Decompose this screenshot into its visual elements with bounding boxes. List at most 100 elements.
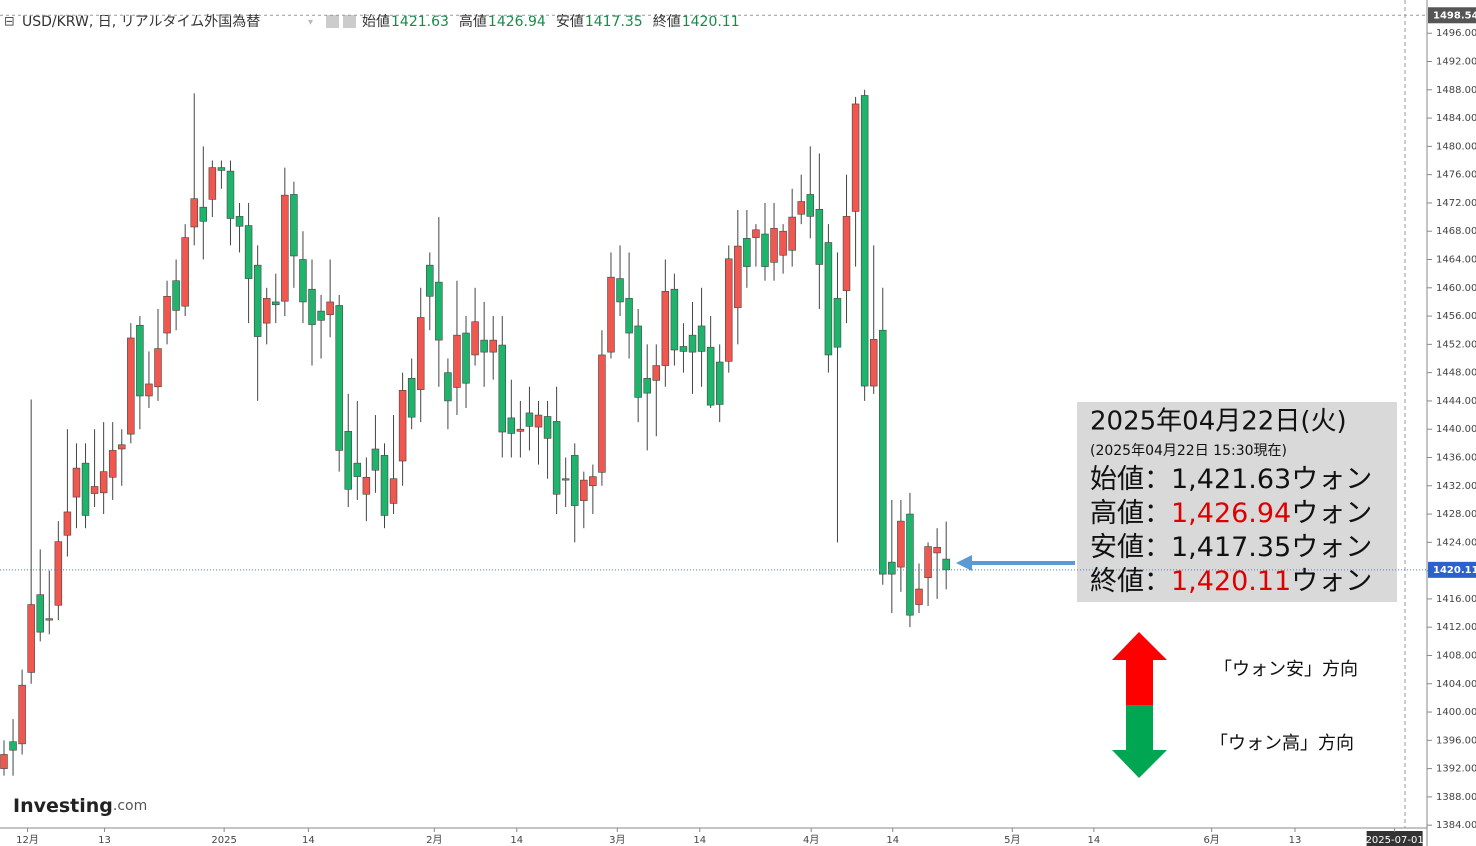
y-tick-label: 1388.00 bbox=[1436, 792, 1476, 803]
candle-body bbox=[815, 208, 824, 265]
y-tick-label: 1392.00 bbox=[1436, 764, 1476, 775]
candle-body bbox=[308, 288, 316, 325]
candle-body bbox=[335, 305, 343, 451]
candle-body bbox=[879, 329, 887, 575]
x-tick-label: 14 bbox=[510, 835, 523, 846]
info-row-unit: ウォン bbox=[1291, 532, 1372, 563]
candle-body bbox=[217, 167, 226, 171]
ohlc-label: 安値 bbox=[556, 14, 584, 30]
settings-icon[interactable] bbox=[343, 15, 356, 28]
candle-body bbox=[99, 471, 108, 494]
candle-body bbox=[199, 206, 208, 222]
candle-body bbox=[598, 354, 606, 473]
y-tick-label: 1428.00 bbox=[1436, 509, 1476, 520]
candle-body bbox=[661, 291, 670, 366]
x-tick-label: 2月 bbox=[426, 834, 442, 846]
candle-body bbox=[462, 332, 470, 384]
info-row-value: 1,420.11 bbox=[1171, 566, 1291, 597]
candle-body bbox=[706, 346, 715, 406]
candle-body bbox=[163, 295, 171, 334]
x-tick-label: 14 bbox=[693, 835, 706, 846]
candle-body bbox=[172, 280, 180, 311]
candle-body bbox=[181, 237, 189, 307]
x-tick-label: 13 bbox=[1289, 835, 1302, 846]
collapse-icon[interactable]: ⊟ bbox=[4, 15, 15, 30]
candle-body bbox=[72, 467, 81, 498]
info-row: 終値：1,420.11ウォン bbox=[1090, 566, 1372, 597]
y-tick-label: 1488.00 bbox=[1436, 85, 1476, 96]
candle-body bbox=[353, 462, 362, 477]
logo: Investing.com bbox=[13, 795, 147, 817]
candle-body bbox=[652, 365, 661, 381]
candle-body bbox=[643, 377, 651, 394]
candle-body bbox=[262, 298, 271, 324]
info-row: 始値：1,421.63ウォン bbox=[1090, 464, 1372, 495]
ohlc-value: 1421.63 bbox=[391, 14, 449, 30]
last-price-label: 1420.11 bbox=[1433, 565, 1476, 576]
candle-body bbox=[9, 741, 17, 751]
candle-body bbox=[580, 479, 588, 501]
candle-body bbox=[498, 344, 507, 433]
up-direction-label: 「ウォン安」方向 bbox=[1214, 659, 1358, 680]
dropdown[interactable]: ▾ bbox=[308, 17, 313, 28]
candle-body bbox=[480, 339, 488, 353]
x-tick-label: 6月 bbox=[1203, 834, 1219, 846]
candle-body bbox=[942, 558, 950, 571]
settings-icon[interactable] bbox=[326, 15, 339, 28]
y-tick-label: 1496.00 bbox=[1436, 28, 1476, 39]
candle-body bbox=[915, 588, 923, 605]
candle-body bbox=[770, 228, 778, 263]
y-tick-label: 1436.00 bbox=[1436, 452, 1476, 463]
candle-body bbox=[281, 194, 289, 302]
candle-body bbox=[797, 201, 805, 215]
candle-body bbox=[435, 281, 443, 341]
x-tick-label: 3月 bbox=[609, 834, 625, 846]
candle-body bbox=[380, 455, 389, 516]
candle-body bbox=[18, 684, 26, 745]
candle-body bbox=[616, 278, 624, 303]
candle-body bbox=[45, 618, 54, 621]
y-tick-label: 1484.00 bbox=[1436, 113, 1476, 124]
info-row-value: 1,417.35 bbox=[1171, 532, 1291, 563]
info-box-bg bbox=[1077, 402, 1397, 602]
candle-body bbox=[779, 230, 787, 256]
candle-body bbox=[389, 478, 398, 504]
candle-body bbox=[371, 448, 380, 471]
x-tick-label: 2025 bbox=[211, 835, 236, 846]
y-tick-label: 1472.00 bbox=[1436, 198, 1476, 209]
y-tick-label: 1400.00 bbox=[1436, 707, 1476, 718]
candle-body bbox=[761, 233, 769, 267]
candle-body bbox=[906, 513, 914, 616]
info-title: 2025年04月22日(火) bbox=[1090, 407, 1347, 437]
ohlc-label: 高値 bbox=[459, 13, 487, 30]
candle-body bbox=[788, 216, 796, 251]
candle-body bbox=[516, 428, 525, 432]
top-marker-bg bbox=[1428, 7, 1476, 24]
candle-body bbox=[317, 310, 325, 321]
y-tick-label: 1456.00 bbox=[1436, 311, 1476, 322]
candle-body bbox=[299, 259, 307, 303]
candle-body bbox=[697, 325, 706, 352]
candle-body bbox=[54, 541, 63, 606]
candle-body bbox=[253, 264, 262, 337]
ohlc-value: 1417.35 bbox=[585, 14, 643, 30]
info-row: 安値：1,417.35ウォン bbox=[1090, 532, 1372, 563]
candle-body bbox=[924, 546, 932, 578]
x-tick-label: 14 bbox=[886, 835, 899, 846]
info-row-value: 1,426.94 bbox=[1171, 498, 1291, 529]
x-tick-label: 14 bbox=[1087, 835, 1100, 846]
candle-body bbox=[154, 348, 162, 388]
x-tick-label: 14 bbox=[302, 835, 315, 846]
info-row-label: 安値： bbox=[1090, 532, 1171, 563]
candle-body bbox=[344, 431, 352, 490]
candle-body bbox=[36, 594, 44, 633]
candle-body bbox=[561, 478, 570, 481]
candle-body bbox=[407, 377, 416, 418]
y-tick-label: 1468.00 bbox=[1436, 226, 1476, 237]
ohlc-label: 終値 bbox=[653, 14, 681, 30]
x-tick-label: 12月 bbox=[16, 834, 39, 846]
header: ⊟ USD/KRW, 日, リアルタイム外国為替 ▾ bbox=[4, 14, 356, 30]
info-row-label: 始値： bbox=[1090, 464, 1171, 495]
candle-body bbox=[145, 383, 153, 397]
y-tick-label: 1452.00 bbox=[1436, 339, 1476, 350]
